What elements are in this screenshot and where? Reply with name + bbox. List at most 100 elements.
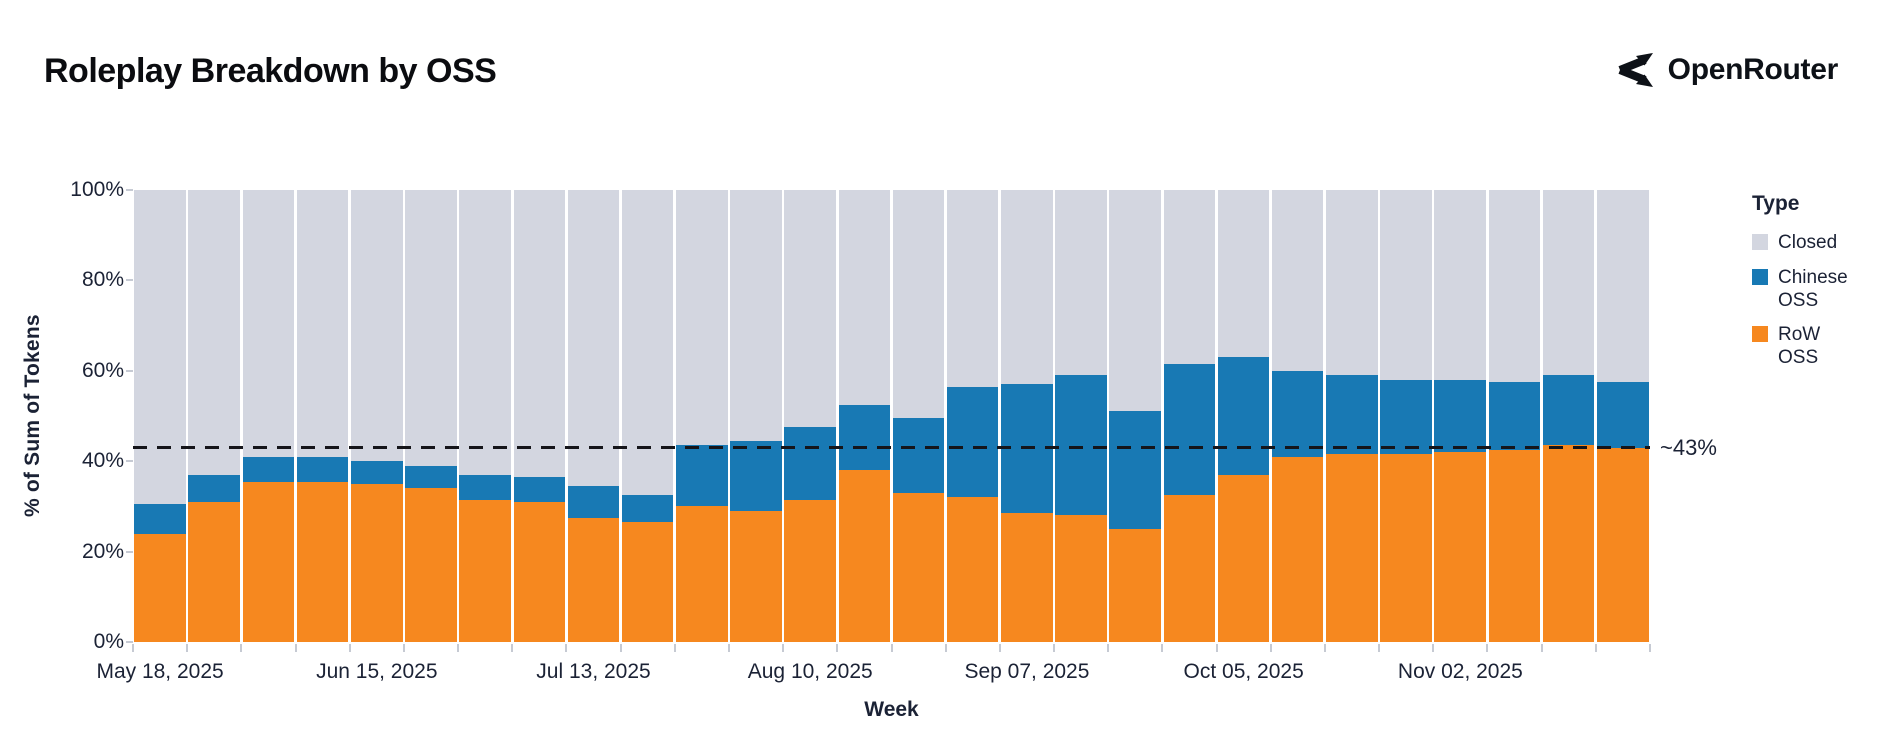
- stacked-bar[interactable]: [187, 190, 241, 642]
- stacked-bar[interactable]: [350, 190, 404, 642]
- bar-segment-closed[interactable]: [621, 190, 674, 496]
- bar-segment-closed[interactable]: [1163, 190, 1216, 365]
- bar-segment-chinese-oss[interactable]: [1271, 370, 1324, 457]
- bar-segment-closed[interactable]: [1001, 190, 1053, 385]
- bar-segment-closed[interactable]: [350, 190, 403, 462]
- stacked-bar[interactable]: [1108, 190, 1162, 642]
- bar-segment-chinese-oss[interactable]: [567, 486, 620, 518]
- bar-segment-row-oss[interactable]: [1488, 449, 1541, 642]
- bar-segment-closed[interactable]: [1542, 190, 1595, 376]
- stacked-bar[interactable]: [946, 190, 1000, 642]
- bar-segment-closed[interactable]: [1055, 190, 1107, 376]
- bar-segment-closed[interactable]: [296, 190, 349, 457]
- bar-segment-row-oss[interactable]: [730, 510, 782, 642]
- bar-segment-closed[interactable]: [242, 190, 295, 457]
- stacked-bar[interactable]: [566, 190, 620, 642]
- stacked-bar[interactable]: [404, 190, 458, 642]
- bar-segment-row-oss[interactable]: [676, 506, 728, 642]
- stacked-bar[interactable]: [1054, 190, 1108, 642]
- bar-segment-closed[interactable]: [784, 190, 836, 428]
- bar-segment-chinese-oss[interactable]: [1596, 382, 1649, 448]
- bar-segment-closed[interactable]: [892, 190, 945, 419]
- bar-segment-row-oss[interactable]: [1217, 474, 1270, 642]
- bar-segment-chinese-oss[interactable]: [1542, 375, 1595, 446]
- bar-segment-chinese-oss[interactable]: [676, 445, 728, 507]
- stacked-bar[interactable]: [1325, 190, 1379, 642]
- stacked-bar[interactable]: [1487, 190, 1541, 642]
- bar-segment-closed[interactable]: [1596, 190, 1649, 383]
- bar-segment-chinese-oss[interactable]: [134, 504, 186, 534]
- bar-segment-row-oss[interactable]: [1596, 447, 1649, 642]
- bar-segment-row-oss[interactable]: [621, 522, 674, 642]
- bar-segment-row-oss[interactable]: [242, 481, 295, 642]
- stacked-bar[interactable]: [891, 190, 945, 642]
- bar-segment-row-oss[interactable]: [296, 481, 349, 642]
- bar-segment-closed[interactable]: [946, 190, 999, 387]
- bar-segment-row-oss[interactable]: [784, 499, 836, 642]
- bar-segment-closed[interactable]: [1326, 190, 1378, 376]
- bar-segment-chinese-oss[interactable]: [1488, 382, 1541, 450]
- bar-segment-row-oss[interactable]: [1001, 513, 1053, 642]
- stacked-bar[interactable]: [1433, 190, 1487, 642]
- bar-segment-closed[interactable]: [1217, 190, 1270, 358]
- bar-segment-closed[interactable]: [1271, 190, 1324, 371]
- bar-segment-chinese-oss[interactable]: [188, 474, 241, 502]
- bar-segment-chinese-oss[interactable]: [1109, 411, 1161, 529]
- stacked-bar[interactable]: [1162, 190, 1216, 642]
- bar-segment-row-oss[interactable]: [1380, 454, 1432, 642]
- bar-segment-row-oss[interactable]: [1326, 454, 1378, 642]
- bar-segment-row-oss[interactable]: [188, 501, 241, 642]
- bar-segment-chinese-oss[interactable]: [459, 474, 511, 500]
- bar-segment-row-oss[interactable]: [459, 499, 511, 642]
- stacked-bar[interactable]: [296, 190, 350, 642]
- bar-segment-chinese-oss[interactable]: [1217, 357, 1270, 475]
- stacked-bar[interactable]: [512, 190, 566, 642]
- bar-segment-row-oss[interactable]: [1434, 452, 1486, 642]
- bar-segment-chinese-oss[interactable]: [513, 477, 566, 502]
- bar-segment-closed[interactable]: [1109, 190, 1161, 412]
- bar-segment-chinese-oss[interactable]: [1380, 379, 1432, 455]
- stacked-bar[interactable]: [837, 190, 891, 642]
- bar-segment-chinese-oss[interactable]: [296, 456, 349, 482]
- bar-segment-closed[interactable]: [567, 190, 620, 487]
- bar-segment-closed[interactable]: [1434, 190, 1486, 380]
- bar-segment-chinese-oss[interactable]: [1326, 375, 1378, 455]
- bar-segment-closed[interactable]: [730, 190, 782, 441]
- bar-segment-row-oss[interactable]: [838, 470, 891, 642]
- bar-segment-row-oss[interactable]: [946, 497, 999, 642]
- bar-segment-chinese-oss[interactable]: [405, 465, 457, 489]
- stacked-bar[interactable]: [1379, 190, 1433, 642]
- bar-segment-row-oss[interactable]: [1109, 528, 1161, 642]
- bar-segment-chinese-oss[interactable]: [350, 461, 403, 484]
- bar-segment-closed[interactable]: [459, 190, 511, 475]
- stacked-bar[interactable]: [133, 190, 187, 642]
- bar-segment-row-oss[interactable]: [513, 501, 566, 642]
- bar-segment-closed[interactable]: [838, 190, 891, 405]
- bar-segment-row-oss[interactable]: [1542, 445, 1595, 642]
- bar-segment-chinese-oss[interactable]: [784, 427, 836, 500]
- bar-segment-closed[interactable]: [188, 190, 241, 475]
- stacked-bar[interactable]: [1541, 190, 1595, 642]
- bar-segment-chinese-oss[interactable]: [1434, 379, 1486, 453]
- stacked-bar[interactable]: [241, 190, 295, 642]
- legend-item-chinese-oss[interactable]: Chinese OSS: [1752, 267, 1878, 313]
- stacked-bar[interactable]: [1000, 190, 1054, 642]
- stacked-bar[interactable]: [1596, 190, 1650, 642]
- bar-segment-chinese-oss[interactable]: [730, 440, 782, 511]
- bar-segment-chinese-oss[interactable]: [892, 418, 945, 493]
- bar-segment-chinese-oss[interactable]: [1055, 375, 1107, 516]
- bar-segment-chinese-oss[interactable]: [242, 456, 295, 482]
- bar-segment-chinese-oss[interactable]: [1163, 364, 1216, 496]
- stacked-bar[interactable]: [675, 190, 729, 642]
- bar-segment-row-oss[interactable]: [1163, 495, 1216, 642]
- stacked-bar[interactable]: [1271, 190, 1325, 642]
- bar-segment-chinese-oss[interactable]: [621, 495, 674, 523]
- stacked-bar[interactable]: [621, 190, 675, 642]
- legend-item-closed[interactable]: Closed: [1752, 232, 1878, 255]
- bar-segment-row-oss[interactable]: [1055, 515, 1107, 642]
- bar-segment-row-oss[interactable]: [892, 492, 945, 642]
- bar-segment-closed[interactable]: [676, 190, 728, 446]
- bar-segment-chinese-oss[interactable]: [946, 386, 999, 498]
- stacked-bar[interactable]: [783, 190, 837, 642]
- bar-segment-row-oss[interactable]: [350, 483, 403, 642]
